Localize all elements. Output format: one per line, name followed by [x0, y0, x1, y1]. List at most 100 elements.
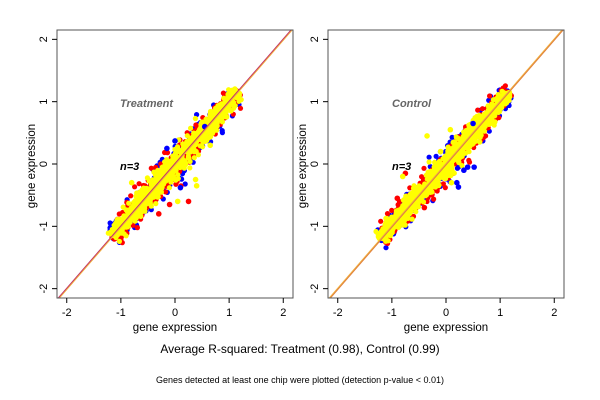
- reference-line: [328, 30, 564, 298]
- data-point: [223, 109, 229, 115]
- data-point: [162, 149, 168, 156]
- y-tick-label: 0: [309, 161, 321, 167]
- outlier-point: [424, 133, 430, 139]
- outlier-point: [454, 179, 460, 186]
- data-point: [378, 218, 384, 224]
- data-point: [177, 149, 183, 155]
- y-tick-label: 1: [309, 99, 321, 105]
- data-point: [437, 160, 443, 167]
- data-point: [155, 168, 161, 174]
- data-point: [428, 174, 434, 180]
- data-point: [219, 128, 225, 134]
- reference-line-highlight: [329, 30, 564, 298]
- data-point: [120, 204, 126, 210]
- data-point: [409, 216, 415, 222]
- outlier-point: [164, 145, 170, 152]
- data-point: [483, 133, 489, 139]
- x-tick-label: -2: [333, 307, 343, 319]
- data-point: [394, 213, 400, 219]
- data-point: [394, 208, 400, 214]
- data-point: [155, 188, 161, 194]
- control-n-annotation: n=3: [392, 161, 411, 173]
- reference-line-highlight: [58, 30, 293, 298]
- data-point: [451, 157, 457, 163]
- control-panel-title: Control: [392, 98, 432, 110]
- data-point: [144, 175, 150, 181]
- data-point: [228, 87, 234, 94]
- data-point: [446, 168, 453, 174]
- data-point: [199, 119, 205, 125]
- data-point: [466, 159, 473, 165]
- data-point: [401, 197, 407, 203]
- data-point: [153, 201, 159, 207]
- data-point: [168, 178, 174, 184]
- data-point: [202, 138, 208, 144]
- data-point: [173, 177, 179, 183]
- data-point: [479, 106, 486, 112]
- data-point: [477, 139, 483, 145]
- data-point: [456, 160, 462, 166]
- data-point: [136, 181, 142, 187]
- data-point: [175, 172, 181, 178]
- data-point: [191, 155, 197, 161]
- data-point: [185, 141, 191, 147]
- data-point: [486, 121, 492, 127]
- outlier-point: [399, 173, 406, 180]
- data-point: [186, 155, 192, 161]
- data-point: [148, 165, 154, 171]
- data-point: [472, 115, 478, 121]
- control-reference-line: [328, 30, 564, 298]
- data-point: [481, 128, 488, 134]
- data-point: [396, 224, 402, 230]
- x-tick-label: -1: [116, 307, 126, 319]
- data-point: [457, 154, 464, 160]
- x-tick-label: -2: [62, 307, 72, 319]
- data-point: [427, 168, 433, 174]
- outlier-point: [155, 211, 162, 217]
- data-point: [205, 117, 211, 123]
- outlier-point: [455, 184, 462, 190]
- y-tick-label: 2: [309, 36, 321, 42]
- data-point: [144, 185, 150, 192]
- data-point: [210, 111, 216, 117]
- data-point: [452, 145, 458, 151]
- data-point: [197, 136, 203, 143]
- data-point: [105, 230, 111, 236]
- data-point: [403, 213, 409, 219]
- data-point: [173, 165, 179, 171]
- data-point: [128, 193, 134, 199]
- x-tick-label: 2: [551, 307, 557, 319]
- y-tick-label: -1: [309, 221, 321, 231]
- data-point: [219, 119, 225, 125]
- control-panel: -2 -1 0 1 2 -2 -1 0 1 2 Control n=3 gene expressi…: [297, 29, 565, 334]
- data-point: [182, 159, 188, 165]
- y-tick-label: -1: [38, 221, 50, 231]
- data-point: [451, 170, 457, 176]
- data-point: [432, 161, 438, 167]
- data-point: [166, 162, 172, 168]
- data-point: [440, 169, 446, 175]
- data-point: [409, 205, 415, 211]
- data-point: [470, 141, 476, 147]
- data-point: [400, 205, 406, 211]
- control-y-axis-title: gene expression: [297, 124, 309, 208]
- data-point: [194, 112, 200, 118]
- data-point: [498, 104, 504, 110]
- data-point: [475, 129, 481, 135]
- outlier-point: [447, 126, 454, 133]
- data-point: [148, 203, 154, 209]
- y-tick-label: -2: [309, 284, 321, 294]
- data-point: [132, 198, 138, 204]
- data-point: [384, 211, 391, 217]
- y-tick-label: -2: [38, 284, 50, 294]
- outlier-point: [471, 164, 477, 170]
- outlier-point: [470, 120, 476, 127]
- data-point: [114, 217, 120, 223]
- data-point: [449, 164, 455, 170]
- data-point: [420, 176, 427, 183]
- y-tick-label: 2: [38, 36, 50, 42]
- data-point: [413, 209, 419, 215]
- data-point: [116, 238, 122, 244]
- data-point: [236, 98, 242, 104]
